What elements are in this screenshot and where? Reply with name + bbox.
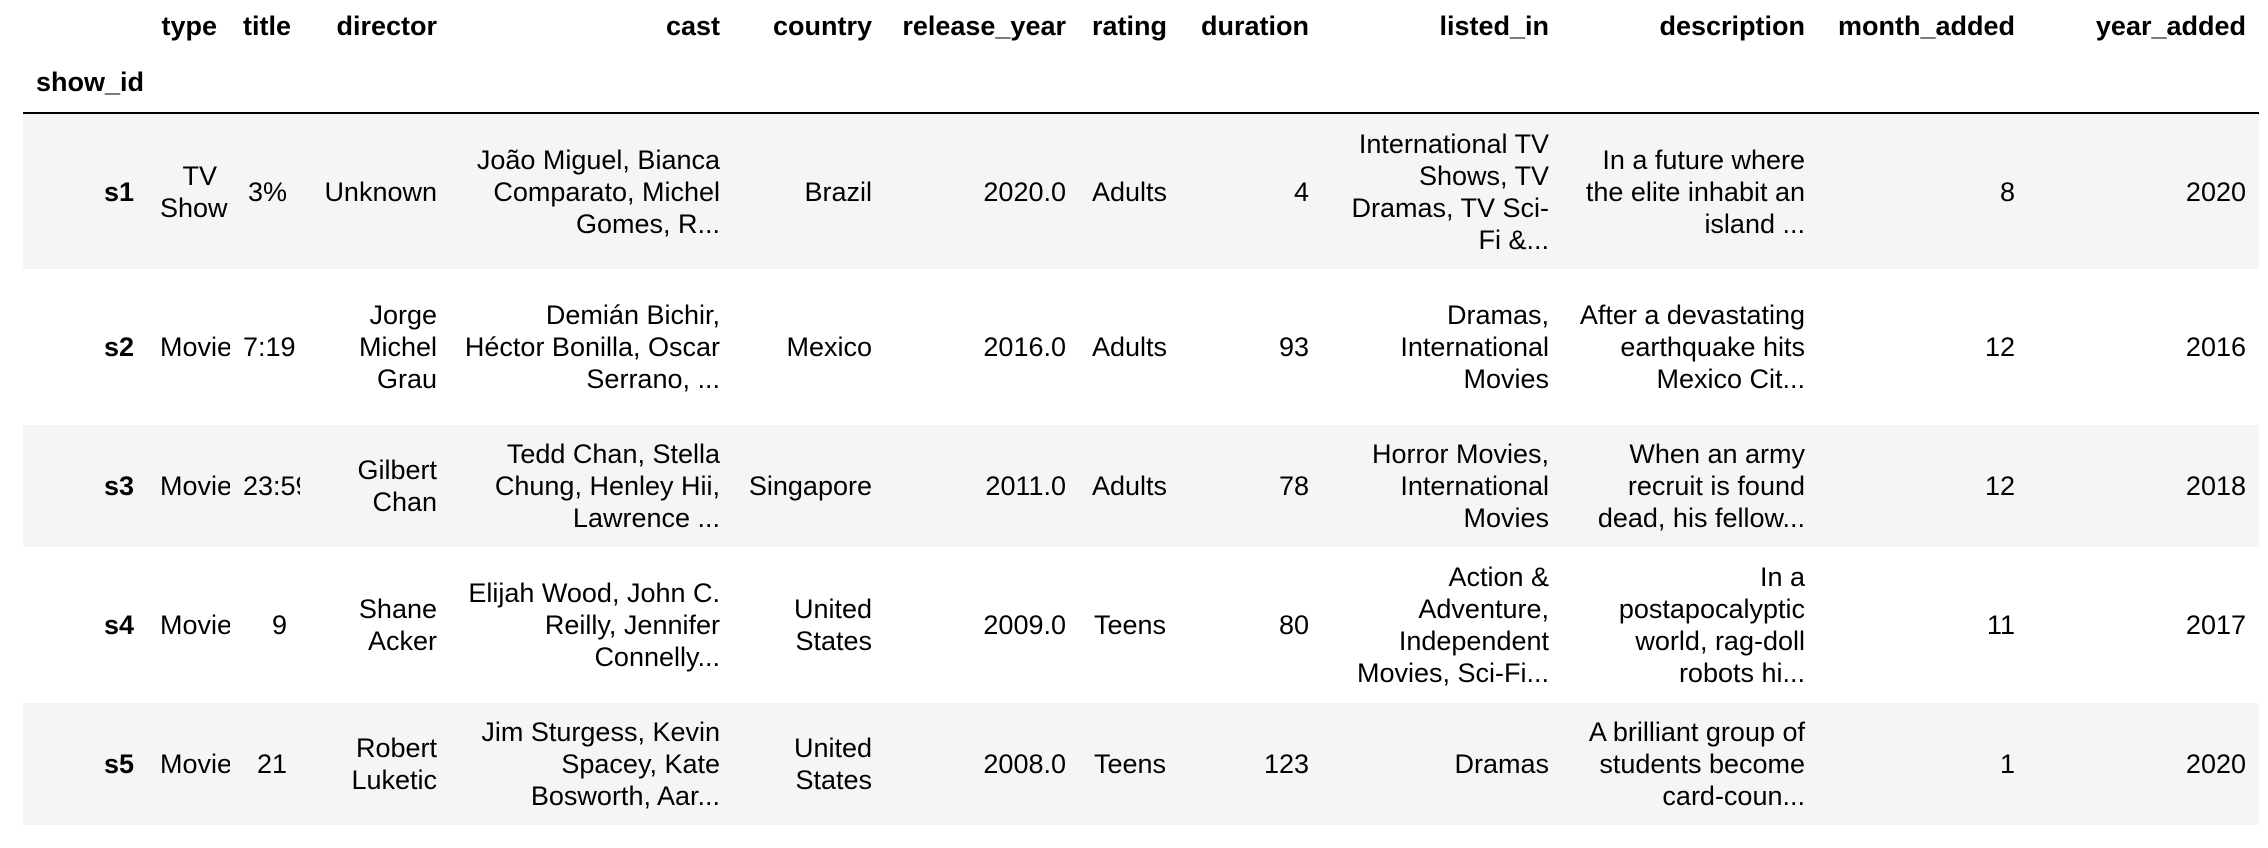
table-cell: Brazil	[804, 176, 872, 207]
table-cell: 78	[1278, 471, 1309, 501]
table-cell: In a postapocalyptic world, rag-doll rob…	[1618, 562, 1805, 688]
column-header-row: type title director cast country release…	[23, 0, 2259, 52]
column-header: listed_in	[1439, 11, 1549, 41]
table-cell: 123	[1263, 749, 1309, 779]
table-cell: After a devastating earthquake hits Mexi…	[1579, 300, 1805, 394]
table-cell: In a future where the elite inhabit an i…	[1585, 144, 1805, 239]
table-cell: Teens	[1093, 610, 1166, 640]
table-cell: 7:19	[243, 332, 296, 362]
table-cell: 12	[1984, 471, 2015, 501]
table-cell: 1	[1999, 749, 2015, 779]
table-cell: 2009.0	[983, 610, 1066, 640]
table-cell: Singapore	[748, 471, 872, 501]
column-header: duration	[1201, 11, 1309, 41]
table-cell: 2018	[2185, 471, 2246, 501]
table-cell: 8	[1999, 176, 2015, 207]
table-cell: Dramas, International Movies	[1400, 300, 1549, 394]
table-cell: Movie	[160, 332, 230, 362]
table-cell: Adults	[1092, 176, 1168, 207]
index-corner	[23, 0, 147, 52]
table-row: s3 Movie 23:59 Gilbert Chan Tedd Chan, S…	[23, 425, 2259, 547]
column-header: director	[336, 11, 437, 41]
index-header-row: show_id	[23, 52, 2259, 113]
table-body: s1 TV Show 3% Unknown João Miguel, Bianc…	[23, 113, 2259, 825]
table-cell: TV Show	[160, 160, 228, 223]
table-cell: Gilbert Chan	[357, 455, 437, 517]
table-cell: Elijah Wood, John C. Reilly, Jennifer Co…	[468, 578, 720, 672]
table-cell: 2016.0	[983, 332, 1066, 362]
table-cell: Robert Luketic	[351, 733, 437, 795]
column-header: country	[772, 11, 872, 41]
table-cell: 80	[1278, 610, 1309, 640]
table-cell: 11	[1986, 610, 2015, 640]
column-header: type	[161, 11, 217, 41]
table-cell: Horror Movies, International Movies	[1371, 439, 1549, 533]
column-header: cast	[665, 11, 720, 41]
column-header: release_year	[902, 11, 1066, 41]
table-cell: Dramas	[1454, 749, 1549, 779]
table-cell: Movie	[160, 471, 230, 501]
table-cell: When an army recruit is found dead, his …	[1597, 439, 1805, 533]
table-cell: 2020	[2185, 176, 2246, 207]
column-header: month_added	[1837, 11, 2015, 41]
table-cell: 2017	[2185, 610, 2246, 640]
table-cell: 2020	[2185, 749, 2246, 779]
table-cell: United States	[793, 594, 872, 656]
table-cell: João Miguel, Bianca Comparato, Michel Go…	[476, 144, 720, 239]
table-cell: Movie	[160, 610, 230, 640]
table-cell: Demián Bichir, Héctor Bonilla, Oscar Ser…	[464, 300, 720, 394]
table-cell: Adults	[1092, 471, 1168, 501]
dataframe-output: type title director cast country release…	[23, 0, 2259, 825]
table-cell: Jorge Michel Grau	[358, 300, 437, 394]
column-header: title	[243, 11, 292, 41]
row-index: s5	[103, 749, 134, 779]
table-cell: United States	[793, 733, 872, 795]
table-cell: 23:59	[243, 471, 300, 501]
table-cell: Adults	[1092, 332, 1168, 362]
table-row: s2 Movie 7:19 Jorge Michel Grau Demián B…	[23, 269, 2259, 425]
table-row: s1 TV Show 3% Unknown João Miguel, Bianc…	[23, 113, 2259, 269]
table-cell: 3%	[247, 176, 287, 207]
table-cell: A brilliant group of students become car…	[1588, 717, 1805, 811]
table-cell: Shane Acker	[358, 594, 437, 656]
column-header: description	[1659, 11, 1805, 41]
row-index: s4	[103, 610, 134, 640]
table-header: type title director cast country release…	[23, 0, 2259, 113]
table-cell: 21	[256, 749, 287, 779]
table-cell: 9	[271, 610, 287, 640]
table-row: s4 Movie 9 Shane Acker Elijah Wood, John…	[23, 547, 2259, 703]
table-cell: Teens	[1093, 749, 1166, 779]
table-cell: 2016	[2185, 332, 2246, 362]
index-name: show_id	[36, 67, 145, 97]
table-cell: 93	[1278, 332, 1309, 362]
table-cell: Unknown	[324, 176, 437, 207]
column-header: rating	[1092, 11, 1168, 41]
row-index: s1	[103, 176, 134, 207]
column-header: year_added	[2095, 11, 2246, 41]
table-cell: Jim Sturgess, Kevin Spacey, Kate Boswort…	[481, 717, 720, 811]
table-cell: 4	[1293, 176, 1309, 207]
table-cell: 2008.0	[983, 749, 1066, 779]
table-cell: 12	[1984, 332, 2015, 362]
table-row: s5 Movie 21 Robert Luketic Jim Sturgess,…	[23, 703, 2259, 825]
table-cell: Action & Adventure, Independent Movies, …	[1356, 562, 1549, 688]
table-cell: Mexico	[786, 332, 872, 362]
table-cell: Movie	[160, 749, 230, 779]
table-cell: 2011.0	[985, 471, 1066, 501]
row-index: s2	[103, 332, 134, 362]
table-cell: 2020.0	[983, 176, 1066, 207]
dataframe-table: type title director cast country release…	[23, 0, 2259, 825]
row-index: s3	[103, 471, 134, 501]
table-cell: Tedd Chan, Stella Chung, Henley Hii, Law…	[494, 439, 720, 533]
table-cell: International TV Shows, TV Dramas, TV Sc…	[1351, 128, 1549, 255]
